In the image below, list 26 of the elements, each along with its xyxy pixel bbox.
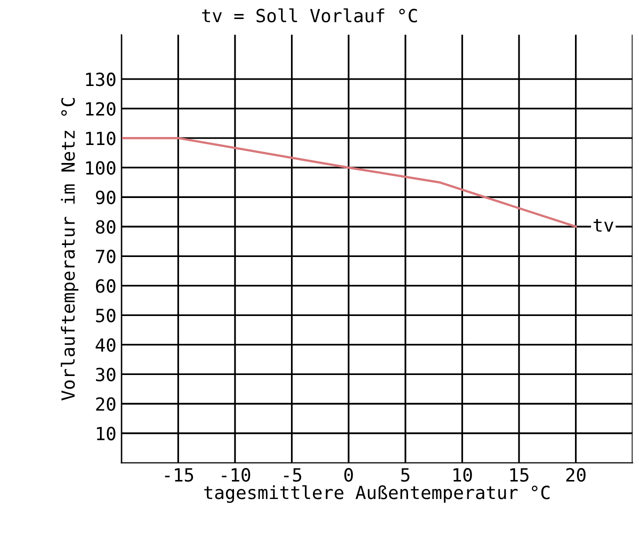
x-tick-label: 15 <box>510 468 528 482</box>
chart-title: tv = Soll Vorlauf °C <box>202 8 417 22</box>
y-tick-label: 80 <box>96 220 116 234</box>
y-tick-label: 20 <box>96 397 116 411</box>
y-tick-label: 110 <box>86 132 116 146</box>
y-tick-label: 60 <box>96 279 116 293</box>
y-tick-label: 10 <box>96 426 116 440</box>
y-tick-label: 70 <box>96 250 116 264</box>
x-tick-label: -15 <box>165 468 194 482</box>
y-tick-label: 50 <box>96 308 116 322</box>
line-series <box>121 136 577 228</box>
series-label: tv <box>594 218 614 232</box>
x-tick-label: -10 <box>222 468 250 482</box>
x-tick-label: 0 <box>344 468 353 482</box>
y-tick-label: 30 <box>96 368 116 382</box>
y-tick-label: 130 <box>86 72 116 86</box>
x-tick-label: 5 <box>401 468 410 482</box>
y-tick-label: 100 <box>86 161 116 175</box>
x-axis-title: tagesmittlere Außentemperatur °C <box>204 485 550 503</box>
x-tick-label: 20 <box>566 468 586 482</box>
y-axis-title: Vorlauftemperatur im Netz °C <box>60 98 78 400</box>
x-tick-label: 10 <box>454 468 472 482</box>
x-tick-label: -5 <box>284 468 302 482</box>
y-tick-label: 120 <box>86 102 116 116</box>
y-tick-label: 90 <box>96 190 116 204</box>
y-tick-label: 40 <box>96 338 116 352</box>
